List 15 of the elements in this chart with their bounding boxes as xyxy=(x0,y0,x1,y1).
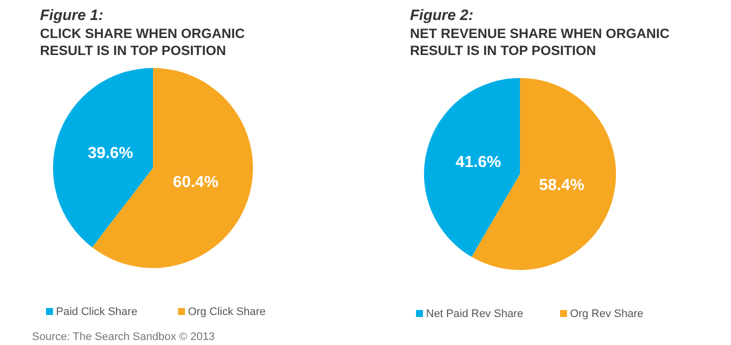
chart-title: Figure 2: xyxy=(410,7,474,24)
source-note: Source: The Search Sandbox © 2013 xyxy=(32,331,215,343)
pie-slice xyxy=(424,78,520,257)
legend-label: Paid Click Share xyxy=(56,306,138,318)
legend-label: Org Rev Share xyxy=(570,308,644,320)
data-label: 39.6% xyxy=(88,145,134,162)
data-label: 60.4% xyxy=(172,174,218,191)
chart-title: Figure 1: xyxy=(40,7,104,24)
chart-subtitle: NET REVENUE SHARE WHEN ORGANIC RESULT IS IN TOP POSITION xyxy=(410,26,670,58)
pie-slice xyxy=(53,68,153,248)
legend-label: Net Paid Rev Share xyxy=(426,308,524,320)
chart-subtitle: CLICK SHARE WHEN ORGANIC RESULT IS IN TOP POSITION xyxy=(40,26,245,58)
data-label: 41.6% xyxy=(456,154,501,172)
data-label: 58.4% xyxy=(539,176,584,194)
legend-label: Org Click Share xyxy=(188,306,266,318)
